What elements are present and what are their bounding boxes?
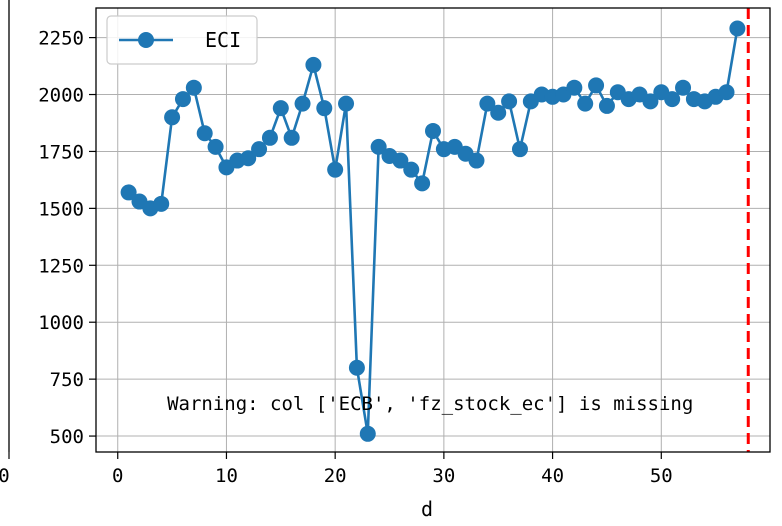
grid-layer: [96, 8, 770, 452]
y-tick-label: 1500: [38, 198, 84, 220]
warning-annotation: Warning: col ['ECB', 'fz_stock_ec'] is m…: [167, 393, 693, 415]
data-point: [501, 93, 518, 110]
x-tick-label: 50: [650, 465, 673, 487]
data-point: [272, 100, 289, 117]
data-point: [370, 138, 387, 155]
data-point: [316, 100, 333, 117]
data-point: [490, 104, 507, 121]
x-tick-label: 40: [541, 465, 564, 487]
legend-swatch-marker: [138, 32, 154, 48]
data-point: [185, 79, 202, 96]
axes-layer: [8, 0, 771, 459]
data-point: [196, 125, 213, 142]
data-point: [577, 95, 594, 112]
data-point: [392, 152, 409, 169]
series-line: [127, 28, 739, 436]
legend-layer: ECI: [106, 15, 258, 65]
y-tick-label: 1250: [38, 255, 84, 277]
data-point: [120, 184, 137, 201]
data-point: [327, 161, 344, 178]
series-layer: [120, 20, 746, 442]
data-point: [240, 150, 257, 167]
data-point: [251, 141, 268, 158]
y-tick-label: 1000: [38, 312, 84, 334]
data-point: [153, 195, 170, 212]
text-layer: 0 10 20 30 40 50 500 750 1000 1250 1500 1750 2000 225…: [0, 28, 693, 521]
data-point: [174, 91, 191, 108]
data-point: [468, 152, 485, 169]
neighbor-tick-label: 0: [0, 465, 10, 487]
data-point: [588, 77, 605, 94]
data-point: [207, 138, 224, 155]
y-tick-label: 2250: [38, 28, 84, 50]
data-point: [729, 20, 746, 37]
data-point: [261, 129, 278, 146]
data-point: [283, 129, 300, 146]
data-point: [718, 84, 735, 101]
data-point: [305, 56, 322, 73]
data-point: [511, 141, 528, 158]
data-point: [338, 95, 355, 112]
data-point: [403, 161, 420, 178]
data-point: [598, 97, 615, 114]
x-tick-label: 0: [112, 465, 123, 487]
data-point: [359, 425, 376, 442]
data-point: [348, 359, 365, 376]
x-tick-label: 30: [432, 465, 455, 487]
data-point: [566, 79, 583, 96]
y-tick-label: 2000: [38, 85, 84, 107]
legend-box: [106, 15, 258, 65]
data-point: [479, 95, 496, 112]
data-point: [414, 175, 431, 192]
data-point: [642, 93, 659, 110]
data-point: [664, 91, 681, 108]
data-point: [164, 109, 181, 126]
y-tick-label: 750: [50, 369, 84, 391]
data-point: [675, 79, 692, 96]
plot-frame: [95, 7, 771, 453]
y-tick-label: 1750: [38, 141, 84, 163]
y-tick-label: 500: [50, 426, 84, 448]
data-point: [425, 122, 441, 139]
data-point: [294, 95, 311, 112]
x-tick-label: 10: [215, 465, 238, 487]
x-axis-label: d: [421, 497, 433, 521]
legend-label: ECI: [205, 28, 241, 52]
x-tick-label: 20: [324, 465, 347, 487]
